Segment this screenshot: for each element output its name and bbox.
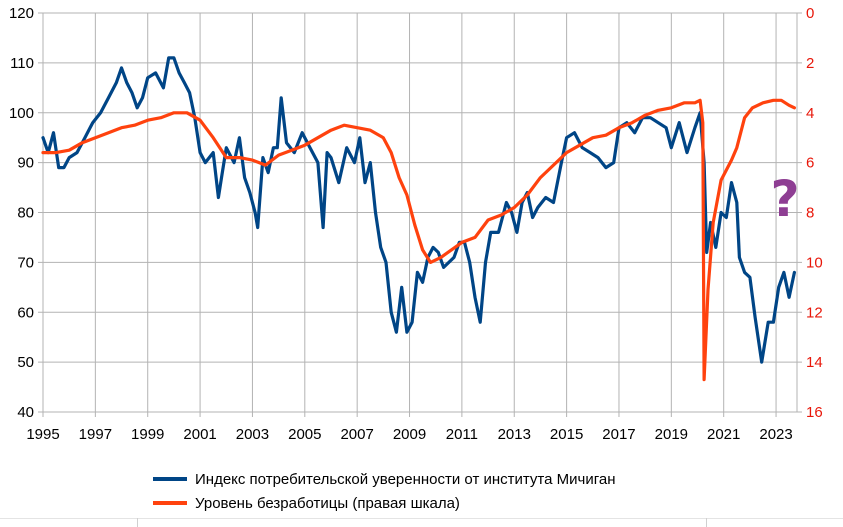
x-tick-label: 2013 <box>498 426 531 443</box>
plot-frame <box>42 12 798 413</box>
x-tick-label: 2001 <box>183 426 216 443</box>
legend-label-unemployment: Уровень безработицы (правая шкала) <box>195 494 460 512</box>
x-tick-label: 2003 <box>236 426 269 443</box>
y-tick-label-left: 110 <box>10 55 34 72</box>
legend-label-confidence: Индекс потребительской уверенности от ин… <box>195 470 616 488</box>
x-tick-label: 2005 <box>288 426 321 443</box>
y-tick-label-right: 8 <box>806 205 814 222</box>
y-tick-label-left: 50 <box>17 354 34 371</box>
y-tick-label-left: 60 <box>17 304 34 321</box>
y-tick-label-left: 40 <box>17 404 34 421</box>
question-mark-annotation: ? <box>770 170 799 228</box>
bottom-divider-tick <box>706 518 707 527</box>
y-tick-label-right: 12 <box>806 304 823 321</box>
series-line-unemployment <box>41 98 796 382</box>
x-tick-label: 2011 <box>446 426 478 443</box>
y-tick-label-left: 90 <box>17 155 34 172</box>
series-lines <box>41 56 796 382</box>
legend-swatch-unemployment <box>153 501 187 505</box>
x-tick-label: 1999 <box>131 426 164 443</box>
y-tick-label-left: 100 <box>9 105 34 122</box>
x-tick-label: 1997 <box>79 426 112 443</box>
x-tick-label: 2021 <box>707 426 740 443</box>
legend-swatch-confidence <box>153 477 187 481</box>
y-tick-label-left: 80 <box>17 205 34 222</box>
x-tick-label: 2015 <box>550 426 583 443</box>
x-tick-label: 2017 <box>602 426 635 443</box>
y-tick-label-right: 10 <box>806 254 823 271</box>
y-tick-label-right: 4 <box>806 105 814 122</box>
x-tick-label: 2007 <box>340 426 373 443</box>
bottom-divider <box>0 518 843 519</box>
x-tick-label: 2019 <box>655 426 688 443</box>
y-tick-label-left: 70 <box>17 254 34 271</box>
series-line-confidence <box>41 56 796 364</box>
legend-item-unemployment: Уровень безработицы (правая шкала) <box>153 491 615 515</box>
legend: Индекс потребительской уверенности от ин… <box>153 467 615 515</box>
y-tick-label-right: 6 <box>806 155 814 172</box>
y-axis-left-ticks: 40 50 60 70 80 90 100 110 120 <box>9 5 34 421</box>
y-tick-label-right: 14 <box>806 354 823 371</box>
y-axis-right-ticks: 0 2 4 6 8 10 12 14 16 <box>806 5 823 421</box>
x-tick-label: 2009 <box>393 426 426 443</box>
y-tick-label-left: 120 <box>9 5 34 22</box>
y-tick-label-right: 16 <box>806 404 823 421</box>
y-tick-label-right: 0 <box>806 5 814 22</box>
x-axis-ticks: 1995 1997 1999 2001 2003 2005 2007 2009 2011 2013… <box>26 426 792 443</box>
bottom-divider-tick <box>137 518 138 527</box>
y-tick-label-right: 2 <box>806 55 814 72</box>
legend-item-confidence: Индекс потребительской уверенности от ин… <box>153 467 615 491</box>
axes <box>38 12 802 413</box>
x-tick-label: 2023 <box>759 426 792 443</box>
x-tick-label: 1995 <box>26 426 59 443</box>
